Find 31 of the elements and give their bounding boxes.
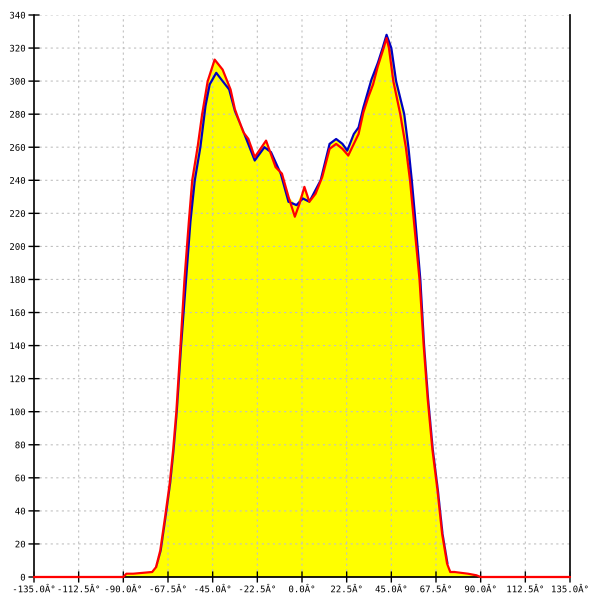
y-tick-label: 40 [15, 508, 26, 514]
y-tick-label: 160 [10, 309, 26, 316]
x-tick-label: 45.0Â° [375, 584, 406, 592]
y-tick-label: 280 [10, 110, 26, 118]
y-tick-label: 80 [15, 442, 26, 448]
x-tick-label: 135.0Â° [552, 584, 588, 592]
y-tick-label: 220 [10, 210, 26, 217]
y-tick-label: 260 [10, 144, 26, 151]
x-tick-label: -135.0Â° [14, 584, 54, 592]
x-tick-label: -22.5Â° [240, 584, 276, 592]
x-tick-label: -45.0Â° [195, 584, 230, 592]
x-tick-label: 90.0Â° [464, 584, 496, 592]
y-tick-label: 140 [10, 342, 26, 350]
x-tick-label: -112.5Â° [58, 584, 100, 592]
x-tick-label: 0.0Â° [289, 584, 314, 592]
y-tick-label: 100 [10, 408, 26, 416]
y-tick-label: 60 [15, 474, 26, 482]
y-tick-label: 180 [10, 276, 26, 284]
y-tick-label: 340 [10, 12, 26, 19]
x-tick-label: 67.5Â° [420, 584, 451, 592]
x-tick-label: 112.5Â° [507, 584, 544, 592]
y-tick-label: 20 [15, 540, 26, 548]
x-tick-label: 22.5Â° [331, 584, 362, 592]
y-tick-label: 120 [10, 375, 26, 382]
x-tick-label: -67.5Â° [150, 584, 186, 592]
y-tick-label: 200 [10, 243, 26, 250]
y-tick-label: 300 [10, 78, 26, 85]
y-tick-label: 320 [10, 44, 26, 52]
y-tick-label: 240 [10, 177, 26, 184]
y-tick-label: 0 [20, 574, 26, 581]
x-tick-label: -90.0Â° [106, 584, 142, 592]
